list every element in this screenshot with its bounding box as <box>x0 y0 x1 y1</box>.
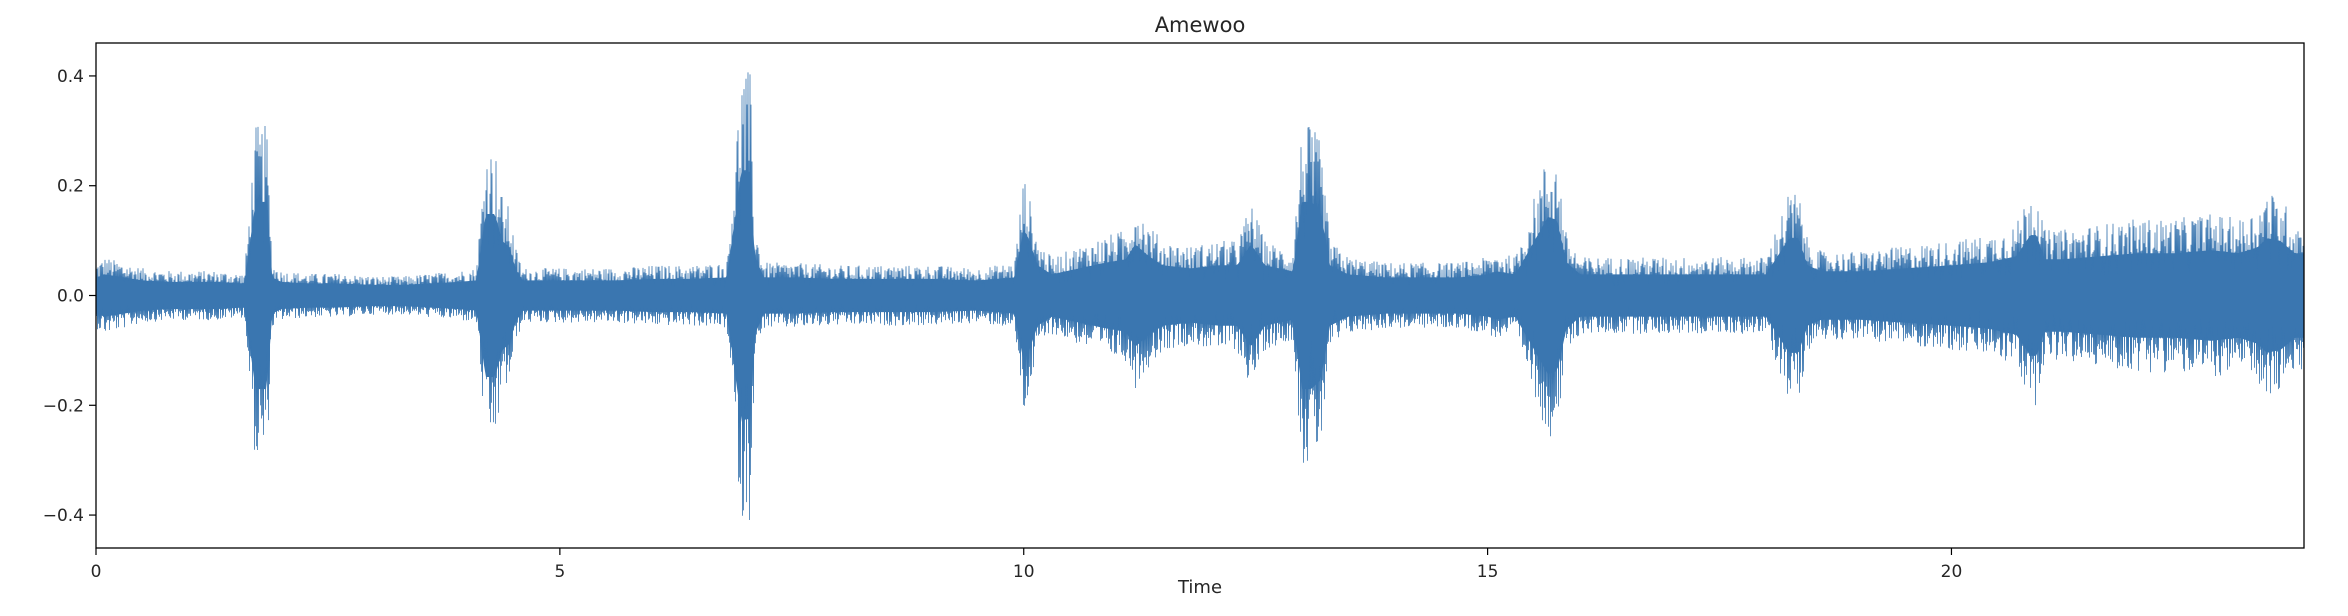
x-tick-label: 5 <box>554 562 565 582</box>
x-tick-label: 15 <box>1477 562 1499 582</box>
y-tick-label: −0.4 <box>43 506 84 526</box>
y-tick-label: 0.0 <box>57 287 84 307</box>
x-tick-label: 10 <box>1013 562 1035 582</box>
y-tick-label: 0.4 <box>57 67 84 87</box>
y-axis: 0.4 0.2 0.0 −0.2 −0.4 <box>43 67 96 526</box>
waveform-series <box>95 72 2305 521</box>
chart-title: Amewoo <box>1155 13 1246 37</box>
x-tick-label: 0 <box>91 562 102 582</box>
y-tick-label: −0.2 <box>43 396 84 416</box>
waveform-trace <box>95 72 2305 521</box>
x-axis: 0 5 10 15 20 <box>91 548 1963 582</box>
y-tick-label: 0.2 <box>57 177 84 197</box>
x-tick-label: 20 <box>1941 562 1963 582</box>
x-axis-title: Time <box>1177 577 1222 598</box>
